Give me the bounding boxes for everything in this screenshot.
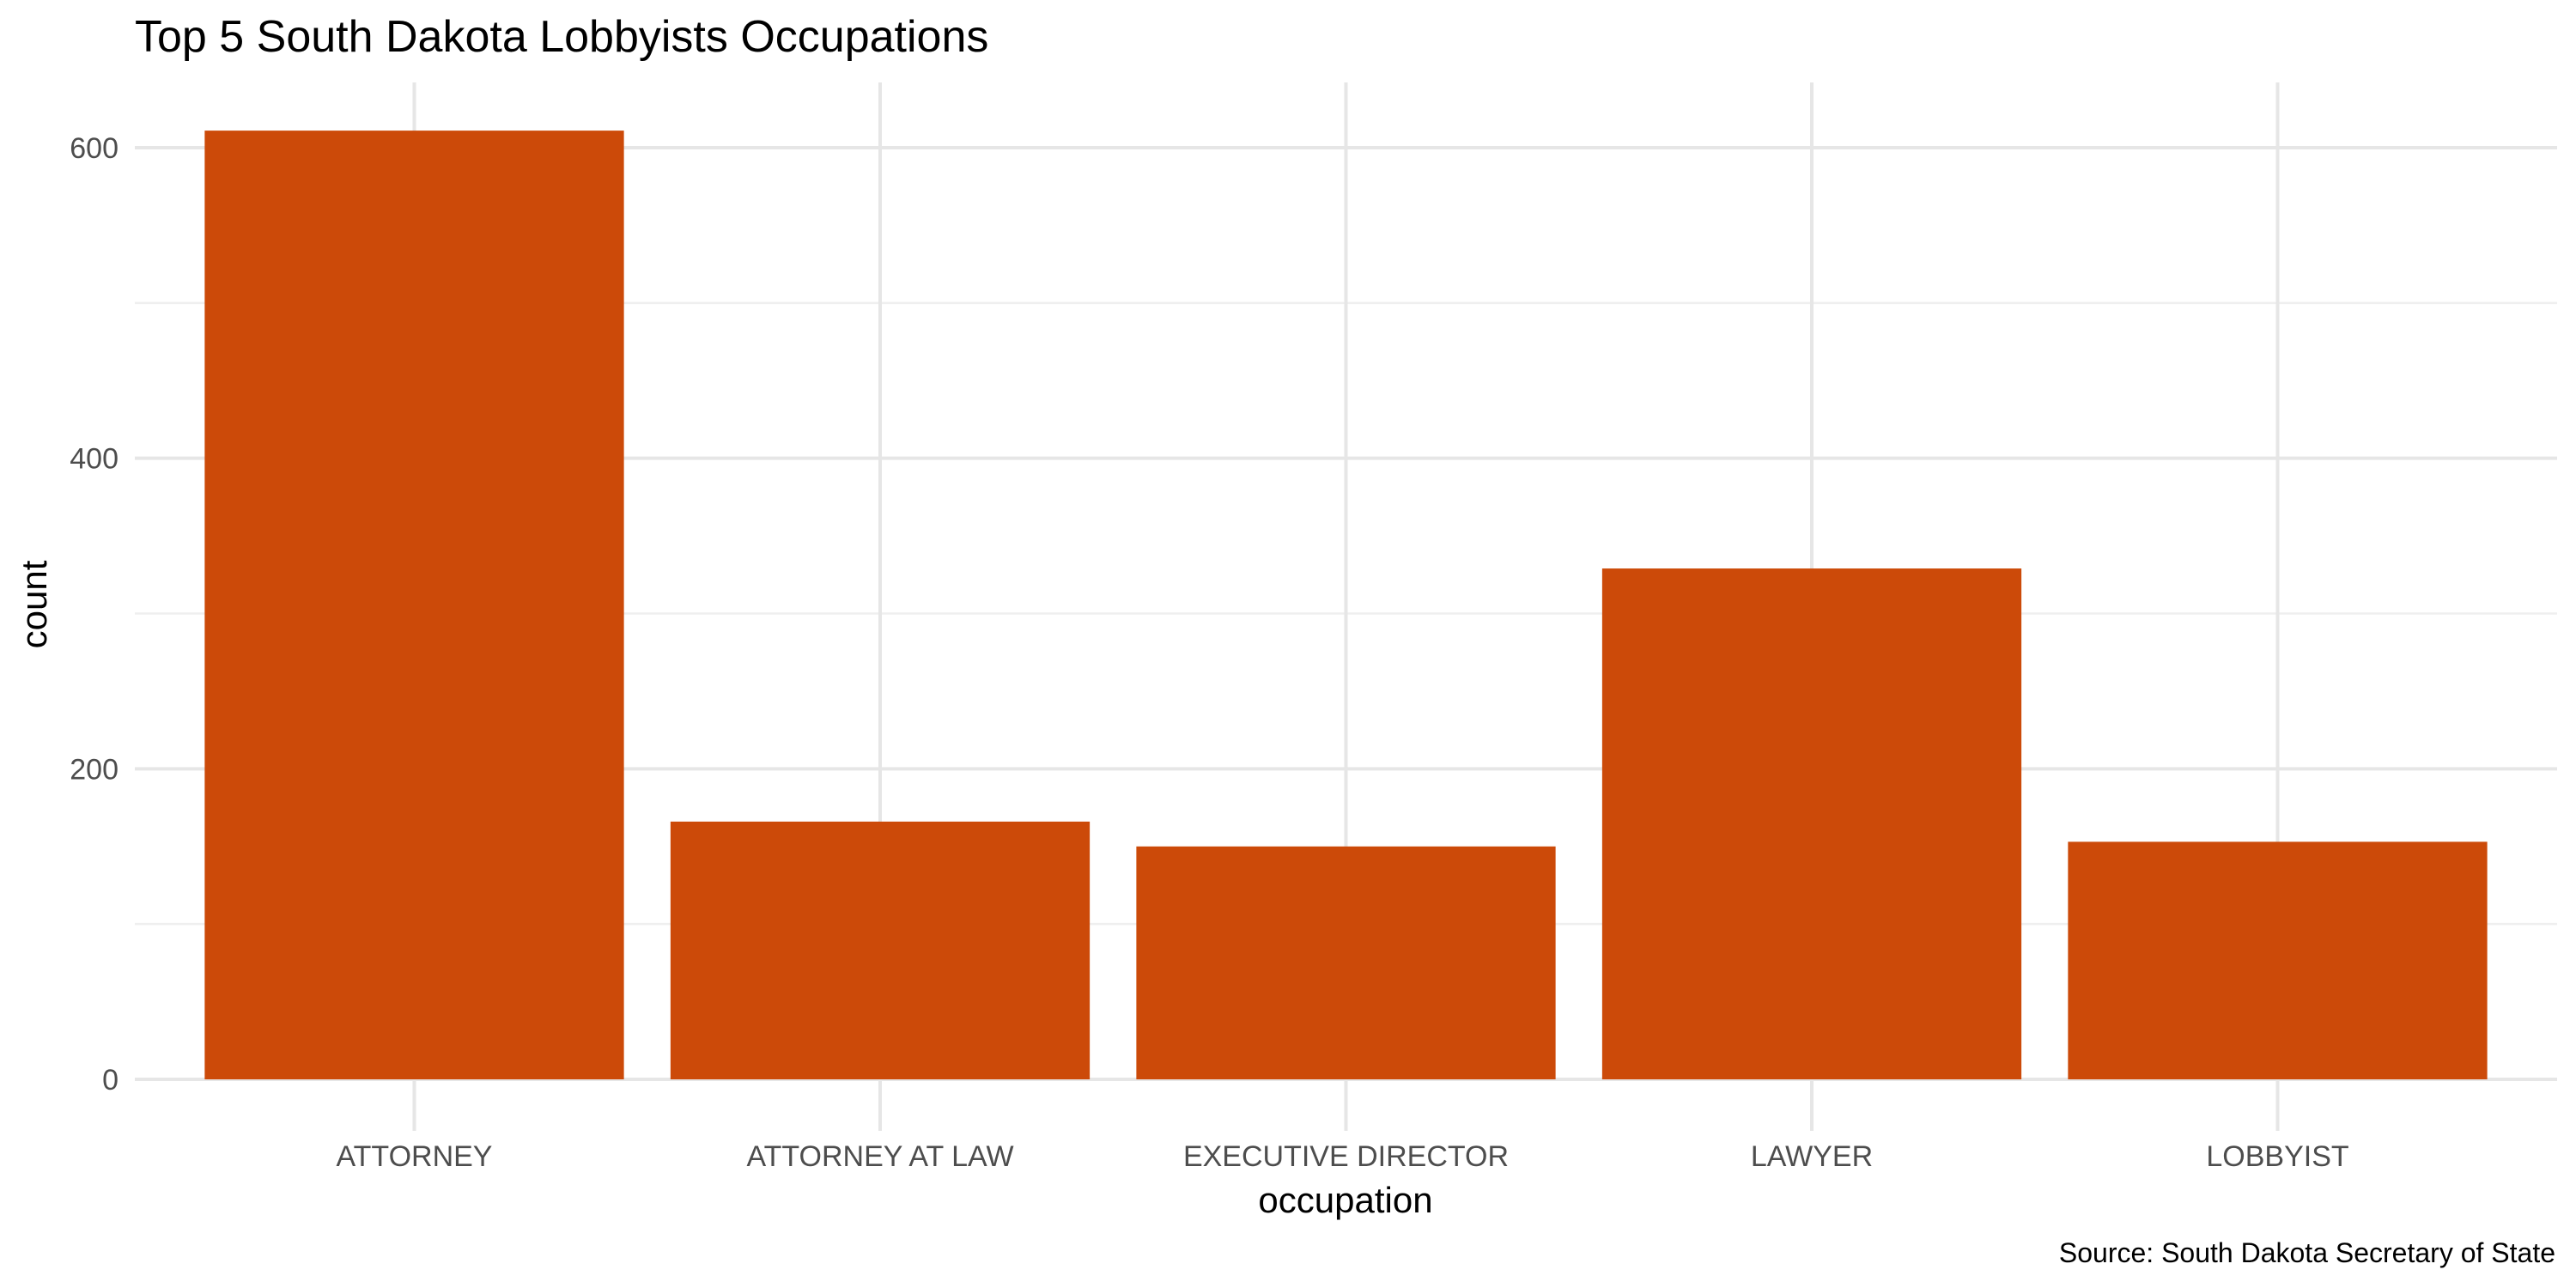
x-tick-labels: ATTORNEY ATTORNEY AT LAW EXECUTIVE DIRECTO… [337, 1140, 2349, 1173]
y-tick-labels: 0 200 400 600 [70, 132, 118, 1097]
x-tick-label: ATTORNEY AT LAW [746, 1140, 1013, 1173]
bar-attorney [204, 131, 624, 1079]
y-tick-label: 200 [70, 753, 118, 786]
y-tick-label: 0 [102, 1064, 118, 1097]
bar-attorney-at-law [670, 821, 1091, 1079]
bar-executive-director [1136, 846, 1556, 1079]
x-tick-label: EXECUTIVE DIRECTOR [1183, 1140, 1509, 1173]
x-tick-label: ATTORNEY [337, 1140, 493, 1173]
x-tick-label: LOBBYIST [2206, 1140, 2348, 1173]
y-axis-title: count [14, 560, 54, 648]
y-tick-label: 600 [70, 132, 118, 165]
bars [204, 131, 2488, 1079]
bar-lawyer [1601, 568, 2022, 1079]
y-tick-label: 400 [70, 443, 118, 476]
chart-title: Top 5 South Dakota Lobbyists Occupations [135, 12, 988, 62]
x-tick-label: LAWYER [1751, 1140, 1873, 1173]
chart-caption: Source: South Dakota Secretary of State [2059, 1237, 2555, 1268]
bar-lobbyist [2068, 841, 2488, 1079]
x-axis-title: occupation [1258, 1180, 1432, 1220]
